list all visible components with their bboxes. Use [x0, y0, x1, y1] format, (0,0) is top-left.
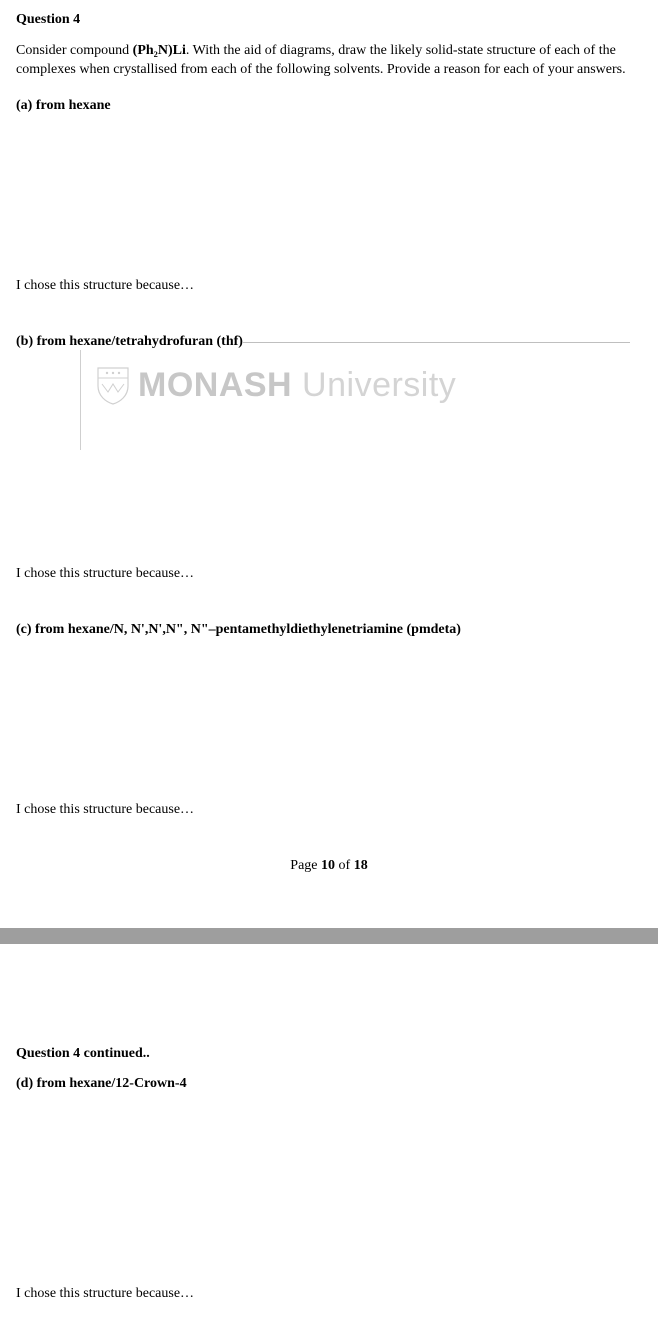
pagenum-total: 18: [354, 858, 368, 873]
part-c-reason: I chose this structure because…: [16, 802, 642, 818]
part-c-label: (c) from hexane/N, N',N',N", N"–pentamet…: [16, 622, 642, 638]
page-2: Question 4 continued.. (d) from hexane/1…: [0, 944, 658, 1336]
page-separator: [0, 928, 658, 944]
part-a-reason: I chose this structure because…: [16, 278, 642, 294]
part-a-label: (a) from hexane: [16, 98, 642, 114]
part-b-rule: [243, 342, 630, 343]
part-b-header-row: (b) from hexane/tetrahydrofuran (thf): [16, 334, 642, 350]
vertical-rule: [80, 350, 81, 450]
intro-pre: Consider compound: [16, 43, 133, 58]
part-c-drawspace: [16, 646, 642, 796]
pagenum-num: 10: [321, 858, 335, 873]
part-b-label: (b) from hexane/tetrahydrofuran (thf): [16, 334, 243, 350]
part-b-drawspace: [16, 450, 642, 560]
watermark-light: University: [292, 366, 456, 404]
compound-name: (Ph₂N)Li: [133, 43, 186, 58]
monash-watermark: MONASH University: [96, 366, 456, 406]
watermark-text: MONASH University: [138, 366, 456, 405]
part-a-drawspace: [16, 122, 642, 272]
watermark-region: MONASH University: [16, 360, 642, 450]
page2-top-spacer: [16, 956, 642, 1046]
part-d-label: (d) from hexane/12-Crown-4: [16, 1076, 642, 1092]
pagenum-pre: Page: [290, 858, 321, 873]
question-intro: Consider compound (Ph₂N)Li. With the aid…: [16, 42, 642, 80]
part-d-drawspace: [16, 1100, 642, 1280]
pagenum-mid: of: [335, 858, 354, 873]
page-1: Question 4 Consider compound (Ph₂N)Li. W…: [0, 0, 658, 928]
part-d-reason: I chose this structure because…: [16, 1286, 642, 1302]
shield-icon: [96, 366, 130, 406]
part-b-reason: I chose this structure because…: [16, 566, 642, 582]
watermark-bold: MONASH: [138, 366, 292, 404]
question-title: Question 4: [16, 12, 642, 28]
question-continued: Question 4 continued..: [16, 1046, 642, 1062]
page-number: Page 10 of 18: [16, 858, 642, 874]
